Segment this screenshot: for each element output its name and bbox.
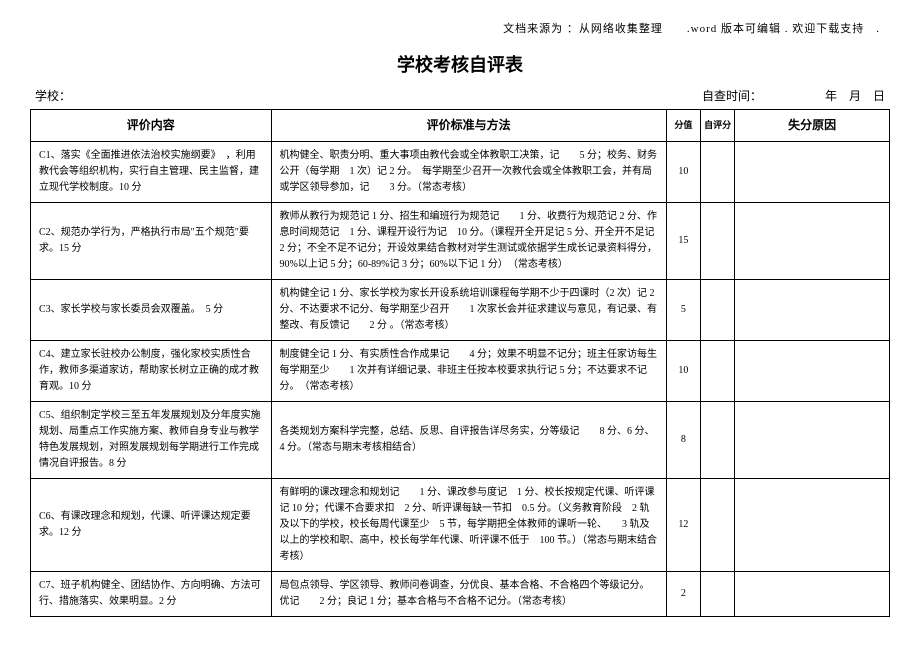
content-cell: C6、有课改理念和规划，代课、听评课达规定要求。12 分	[31, 479, 272, 572]
header-standard: 评价标准与方法	[271, 110, 666, 142]
content-cell: C4、建立家长驻校办公制度，强化家校实质性合作，教师多渠道家访，帮助家长树立正确…	[31, 341, 272, 402]
standard-cell: 机构健全、职责分明、重大事项由教代会或全体教职工决策，记 5 分；校务、财务公开…	[271, 142, 666, 203]
reason-cell	[735, 479, 890, 572]
score-cell: 12	[666, 479, 700, 572]
date-label: 自查时间：	[702, 89, 762, 103]
reason-cell	[735, 142, 890, 203]
standard-cell: 有鲜明的课改理念和规划记 1 分、课改参与度记 1 分、校长按规定代课、听评课记…	[271, 479, 666, 572]
table-row: C7、班子机构健全、团结协作、方向明确、方法可行、措施落实、效果明显。2 分 局…	[31, 572, 890, 617]
table-row: C2、规范办学行为，严格执行市局"五个规范"要求。15 分 教师从教行为规范记 …	[31, 203, 890, 280]
date-suffix: 年 月 日	[825, 89, 885, 103]
evaluation-table: 评价内容 评价标准与方法 分值 自评分 失分原因 C1、落实《全面推进依法治校实…	[30, 109, 890, 617]
table-row: C4、建立家长驻校办公制度，强化家校实质性合作，教师多渠道家访，帮助家长树立正确…	[31, 341, 890, 402]
self-score-cell	[701, 142, 735, 203]
table-row: C6、有课改理念和规划，代课、听评课达规定要求。12 分 有鲜明的课改理念和规划…	[31, 479, 890, 572]
content-cell: C3、家长学校与家长委员会双覆盖。 5 分	[31, 280, 272, 341]
table-row: C5、组织制定学校三至五年发展规划及分年度实施规划、局重点工作实施方案、教师自身…	[31, 402, 890, 479]
header-content: 评价内容	[31, 110, 272, 142]
table-body: C1、落实《全面推进依法治校实施纲要》 ，利用教代会等组织机构，实行自主管理、民…	[31, 142, 890, 617]
score-cell: 5	[666, 280, 700, 341]
table-row: C1、落实《全面推进依法治校实施纲要》 ，利用教代会等组织机构，实行自主管理、民…	[31, 142, 890, 203]
content-cell: C1、落实《全面推进依法治校实施纲要》 ，利用教代会等组织机构，实行自主管理、民…	[31, 142, 272, 203]
score-cell: 8	[666, 402, 700, 479]
table-header-row: 评价内容 评价标准与方法 分值 自评分 失分原因	[31, 110, 890, 142]
table-row: C3、家长学校与家长委员会双覆盖。 5 分 机构健全记 1 分、家长学校为家长开…	[31, 280, 890, 341]
header-note: 文档来源为 ：从网络收集整理 .word 版本可编辑 . 欢迎下载支持 .	[30, 20, 890, 36]
self-score-cell	[701, 479, 735, 572]
header-self-score: 自评分	[701, 110, 735, 142]
date-section: 自查时间： 年 月 日	[702, 87, 885, 104]
self-score-cell	[701, 402, 735, 479]
reason-cell	[735, 402, 890, 479]
self-score-cell	[701, 203, 735, 280]
standard-cell: 各类规划方案科学完整，总结、反思、自评报告详尽务实，分等级记 8 分、6 分、4…	[271, 402, 666, 479]
reason-cell	[735, 572, 890, 617]
score-cell: 2	[666, 572, 700, 617]
header-reason: 失分原因	[735, 110, 890, 142]
school-label: 学校：	[35, 87, 71, 104]
standard-cell: 机构健全记 1 分、家长学校为家长开设系统培训课程每学期不少于四课时（2 次）记…	[271, 280, 666, 341]
score-cell: 15	[666, 203, 700, 280]
meta-row: 学校： 自查时间： 年 月 日	[30, 87, 890, 104]
reason-cell	[735, 280, 890, 341]
self-score-cell	[701, 341, 735, 402]
reason-cell	[735, 341, 890, 402]
page-title: 学校考核自评表	[30, 51, 890, 77]
content-cell: C5、组织制定学校三至五年发展规划及分年度实施规划、局重点工作实施方案、教师自身…	[31, 402, 272, 479]
content-cell: C2、规范办学行为，严格执行市局"五个规范"要求。15 分	[31, 203, 272, 280]
reason-cell	[735, 203, 890, 280]
score-cell: 10	[666, 341, 700, 402]
content-cell: C7、班子机构健全、团结协作、方向明确、方法可行、措施落实、效果明显。2 分	[31, 572, 272, 617]
standard-cell: 教师从教行为规范记 1 分、招生和编班行为规范记 1 分、收费行为规范记 2 分…	[271, 203, 666, 280]
standard-cell: 制度健全记 1 分、有实质性合作成果记 4 分；效果不明显不记分；班主任家访每生…	[271, 341, 666, 402]
self-score-cell	[701, 280, 735, 341]
header-score: 分值	[666, 110, 700, 142]
score-cell: 10	[666, 142, 700, 203]
self-score-cell	[701, 572, 735, 617]
standard-cell: 局包点领导、学区领导、教师问卷调查，分优良、基本合格、不合格四个等级记分。优记 …	[271, 572, 666, 617]
